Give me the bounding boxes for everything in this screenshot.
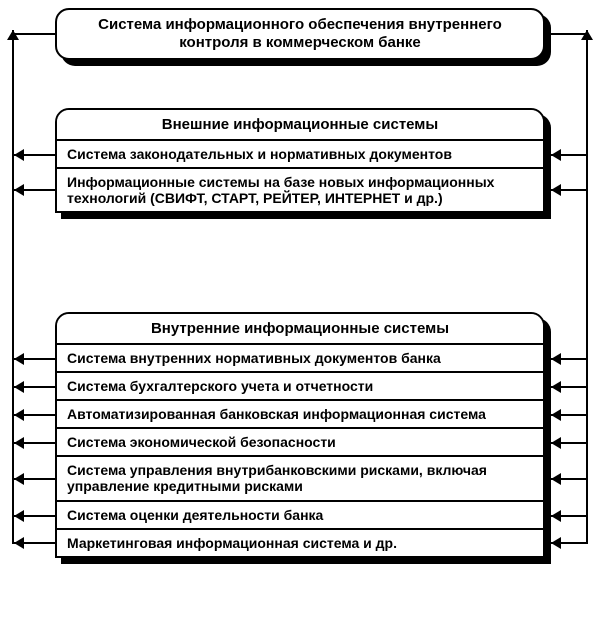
group-row: Автоматизированная банковская информацио… (57, 401, 543, 429)
external-systems-block: Внешние информационные системыСистема за… (55, 108, 545, 213)
group-row: Маркетинговая информационная система и д… (57, 530, 543, 556)
arrow-left-icon (551, 437, 561, 449)
arrow-left-icon (14, 184, 24, 196)
arrow-left-icon (14, 437, 24, 449)
arrow-left-icon (551, 184, 561, 196)
arrow-left-icon (551, 473, 561, 485)
arrow-left-icon (551, 381, 561, 393)
left-rail (12, 30, 14, 544)
group-row: Система оценки деятельности банка (57, 502, 543, 530)
arrow-left-icon (14, 409, 24, 421)
group-header: Внешние информационные системы (57, 110, 543, 141)
arrow-left-icon (14, 473, 24, 485)
group-row: Система управления внутрибанковскими рис… (57, 457, 543, 501)
group-row: Система экономической безопасности (57, 429, 543, 457)
group-header: Внутренние информационные системы (57, 314, 543, 345)
title-block: Система информационного обеспечения внут… (55, 8, 545, 60)
group-row: Система законодательных и нормативных до… (57, 141, 543, 169)
arrow-left-icon (14, 381, 24, 393)
arrow-left-icon (14, 510, 24, 522)
arrow-left-icon (14, 537, 24, 549)
arrow-left-icon (551, 353, 561, 365)
group-row: Система внутренних нормативных документо… (57, 345, 543, 373)
right-rail (586, 30, 588, 544)
arrow-left-icon (551, 537, 561, 549)
connector (12, 33, 55, 35)
arrow-left-icon (551, 510, 561, 522)
arrow-left-icon (14, 149, 24, 161)
arrow-left-icon (14, 353, 24, 365)
arrow-left-icon (551, 409, 561, 421)
arrow-left-icon (551, 149, 561, 161)
group-row: Система бухгалтерского учета и отчетност… (57, 373, 543, 401)
connector (551, 33, 588, 35)
internal-systems-block: Внутренние информационные системыСистема… (55, 312, 545, 558)
group-row: Информационные системы на базе новых инф… (57, 169, 543, 211)
